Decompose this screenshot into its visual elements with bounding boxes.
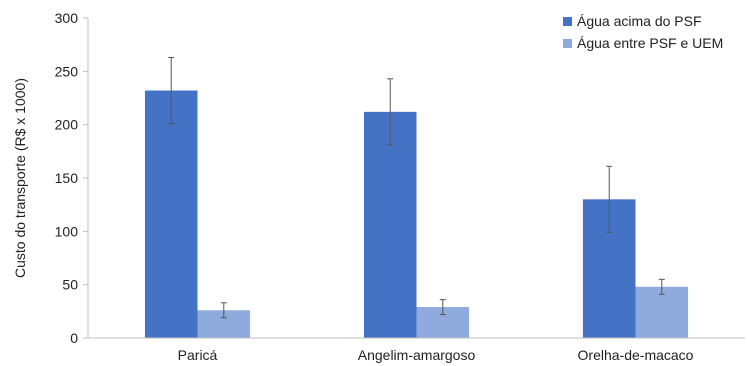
legend-label: Água acima do PSF	[577, 13, 702, 29]
x-axis: Paricá Angelim-amargoso Orelha-de-macaco	[88, 337, 745, 363]
bar-acima-psf	[144, 90, 198, 339]
y-tick-label: 100	[55, 223, 79, 239]
y-tick-label: 250	[55, 63, 79, 79]
y-tick-label: 150	[55, 170, 79, 186]
x-category-label: Angelim-amargoso	[358, 347, 476, 363]
legend-swatch	[563, 39, 572, 48]
x-category-label: Paricá	[178, 347, 218, 363]
legend-label: Água entre PSF e UEM	[577, 35, 723, 51]
bars	[144, 56, 689, 339]
legend: Água acima do PSF Água entre PSF e UEM	[563, 13, 723, 51]
x-category-label: Orelha-de-macaco	[578, 347, 694, 363]
y-tick-label: 200	[55, 117, 79, 133]
legend-swatch	[563, 17, 572, 26]
y-axis-title: Custo do transporte (R$ x 1000)	[12, 78, 28, 278]
y-tick-label: 50	[62, 277, 78, 293]
y-tick-label: 300	[55, 10, 79, 26]
bar-entre-psf-uem	[635, 286, 689, 338]
y-axis: 0 50 100 150 200 250 300	[55, 10, 89, 346]
bar-acima-psf	[363, 111, 417, 338]
y-tick-label: 0	[70, 330, 78, 346]
